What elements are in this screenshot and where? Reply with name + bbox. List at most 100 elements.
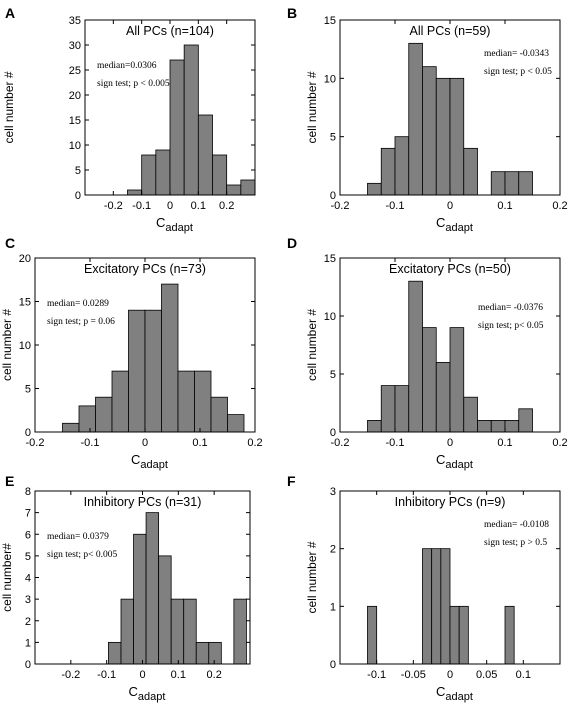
histogram-bar — [240, 179, 256, 196]
median-annotation: median= -0.0376 — [478, 303, 543, 313]
panel-title: Inhibitory PCs (n=31) — [84, 495, 202, 509]
histogram-bar — [449, 77, 465, 196]
histogram-bar — [120, 598, 134, 665]
x-tick-label: 0 — [447, 437, 453, 449]
panel-letter: D — [287, 235, 297, 251]
x-tick-label: 0.1 — [192, 437, 207, 449]
histogram-bar — [408, 42, 423, 196]
x-axis-label-subscript: adapt — [140, 459, 168, 471]
histogram-bar — [449, 605, 460, 665]
histogram-bar — [394, 136, 410, 196]
histogram-bar — [212, 154, 228, 196]
panel-title: Excitatory PCs (n=50) — [389, 262, 511, 276]
y-tick-label: 2 — [330, 544, 336, 556]
x-axis-label-subscript: adapt — [445, 459, 473, 471]
x-tick-label: 0.2 — [207, 669, 222, 681]
x-tick-label: 0.1 — [497, 200, 512, 212]
histogram-bar — [490, 419, 506, 433]
histogram-bar — [227, 414, 245, 433]
y-tick-label: 0 — [75, 190, 81, 202]
y-tick-label: 10 — [324, 311, 336, 323]
x-tick-label: 0 — [139, 669, 145, 681]
histogram-bar — [504, 419, 520, 433]
panel-e: E -0.2 -0.1 0 0.1 0.2 0 1 2 3 4 5 6 7 8 Inhibitory PCs … — [0, 473, 251, 703]
y-tick-label: 2 — [25, 616, 31, 628]
median-annotation: median= -0.0343 — [484, 49, 549, 59]
x-tick-label: 0.2 — [219, 200, 234, 212]
sign-test-annotation: sign test; p< 0.005 — [47, 550, 118, 560]
y-axis-label: cell number # — [305, 541, 319, 613]
panel-title: All PCs (n=59) — [410, 24, 491, 38]
x-tick-label: 0 — [167, 200, 173, 212]
histogram-bar — [226, 184, 242, 196]
y-tick-label: 20 — [69, 90, 81, 102]
histogram-bar — [144, 309, 162, 433]
y-tick-label: 5 — [330, 369, 336, 381]
x-tick-label: 0 — [447, 200, 453, 212]
y-tick-label: 35 — [69, 15, 81, 27]
x-axis-label: Cadapt — [436, 215, 473, 234]
histogram-bar — [518, 408, 533, 433]
sign-test-annotation: sign test; p< 0.05 — [478, 321, 544, 331]
histogram-bar — [183, 44, 199, 196]
x-tick-label: 0.1 — [516, 669, 531, 681]
y-tick-label: 10 — [69, 140, 81, 152]
y-tick-label: 1 — [330, 601, 336, 613]
histogram-bar — [380, 385, 396, 433]
x-tick-label: 0.2 — [552, 437, 567, 449]
x-tick-label: -0.1 — [386, 437, 405, 449]
y-tick-label: 15 — [69, 115, 81, 127]
histogram-bar — [177, 370, 195, 433]
histogram-bar — [195, 641, 210, 665]
histogram-bar — [380, 147, 396, 196]
histogram-bar — [449, 327, 465, 433]
y-axis-label: cell number # — [305, 71, 319, 143]
x-tick-label: -0.1 — [81, 437, 100, 449]
histogram-bar — [422, 66, 437, 196]
histogram-bar — [490, 171, 506, 196]
y-tick-label: 0 — [330, 190, 336, 202]
histogram-bar — [128, 309, 146, 433]
panel-letter: E — [5, 473, 14, 489]
y-tick-label: 5 — [25, 384, 31, 396]
y-tick-label: 0 — [330, 427, 336, 439]
y-tick-label: 20 — [19, 253, 31, 265]
histogram-bar — [170, 598, 185, 665]
histogram-bar — [183, 598, 197, 665]
x-axis-label: Cadapt — [129, 684, 166, 703]
histogram-bar — [435, 77, 451, 196]
x-tick-label: 0 — [142, 437, 148, 449]
histogram-bar — [518, 171, 533, 196]
histogram-bar — [169, 59, 185, 196]
x-tick-label: -0.1 — [97, 669, 116, 681]
sign-test-annotation: sign test; p = 0.06 — [47, 317, 115, 327]
y-tick-label: 15 — [19, 297, 31, 309]
panel-letter: B — [287, 5, 297, 21]
y-tick-label: 5 — [75, 165, 81, 177]
x-axis-label: Cadapt — [156, 215, 193, 234]
y-tick-label: 6 — [25, 529, 31, 541]
y-tick-label: 5 — [25, 551, 31, 563]
histogram-bar — [197, 114, 213, 196]
histogram-bar — [367, 182, 382, 196]
x-tick-label: -0.05 — [401, 669, 426, 681]
panel-c: C -0.2 -0.1 0 0.1 0.2 0 5 10 15 20 Excitatory PCs (… — [0, 235, 263, 471]
y-axis-label: cell number # — [0, 309, 14, 381]
histogram-bar — [477, 419, 492, 433]
x-axis-label-subscript: adapt — [138, 691, 166, 703]
histogram-bar — [422, 548, 433, 665]
panel-letter: C — [5, 235, 15, 251]
histogram-bar — [194, 370, 212, 433]
sign-test-annotation: sign test; p < 0.05 — [484, 67, 552, 77]
histogram-bar — [141, 154, 157, 196]
histogram-bar — [208, 641, 222, 665]
median-annotation: median= -0.0108 — [484, 520, 549, 530]
y-tick-label: 15 — [324, 15, 336, 27]
y-tick-label: 15 — [324, 253, 336, 265]
x-tick-label: 0 — [447, 669, 453, 681]
x-tick-label: -0.2 — [104, 200, 123, 212]
sign-test-annotation: sign test; p > 0.5 — [484, 538, 547, 548]
histogram-bar — [367, 605, 378, 665]
histogram-bar — [233, 598, 247, 665]
